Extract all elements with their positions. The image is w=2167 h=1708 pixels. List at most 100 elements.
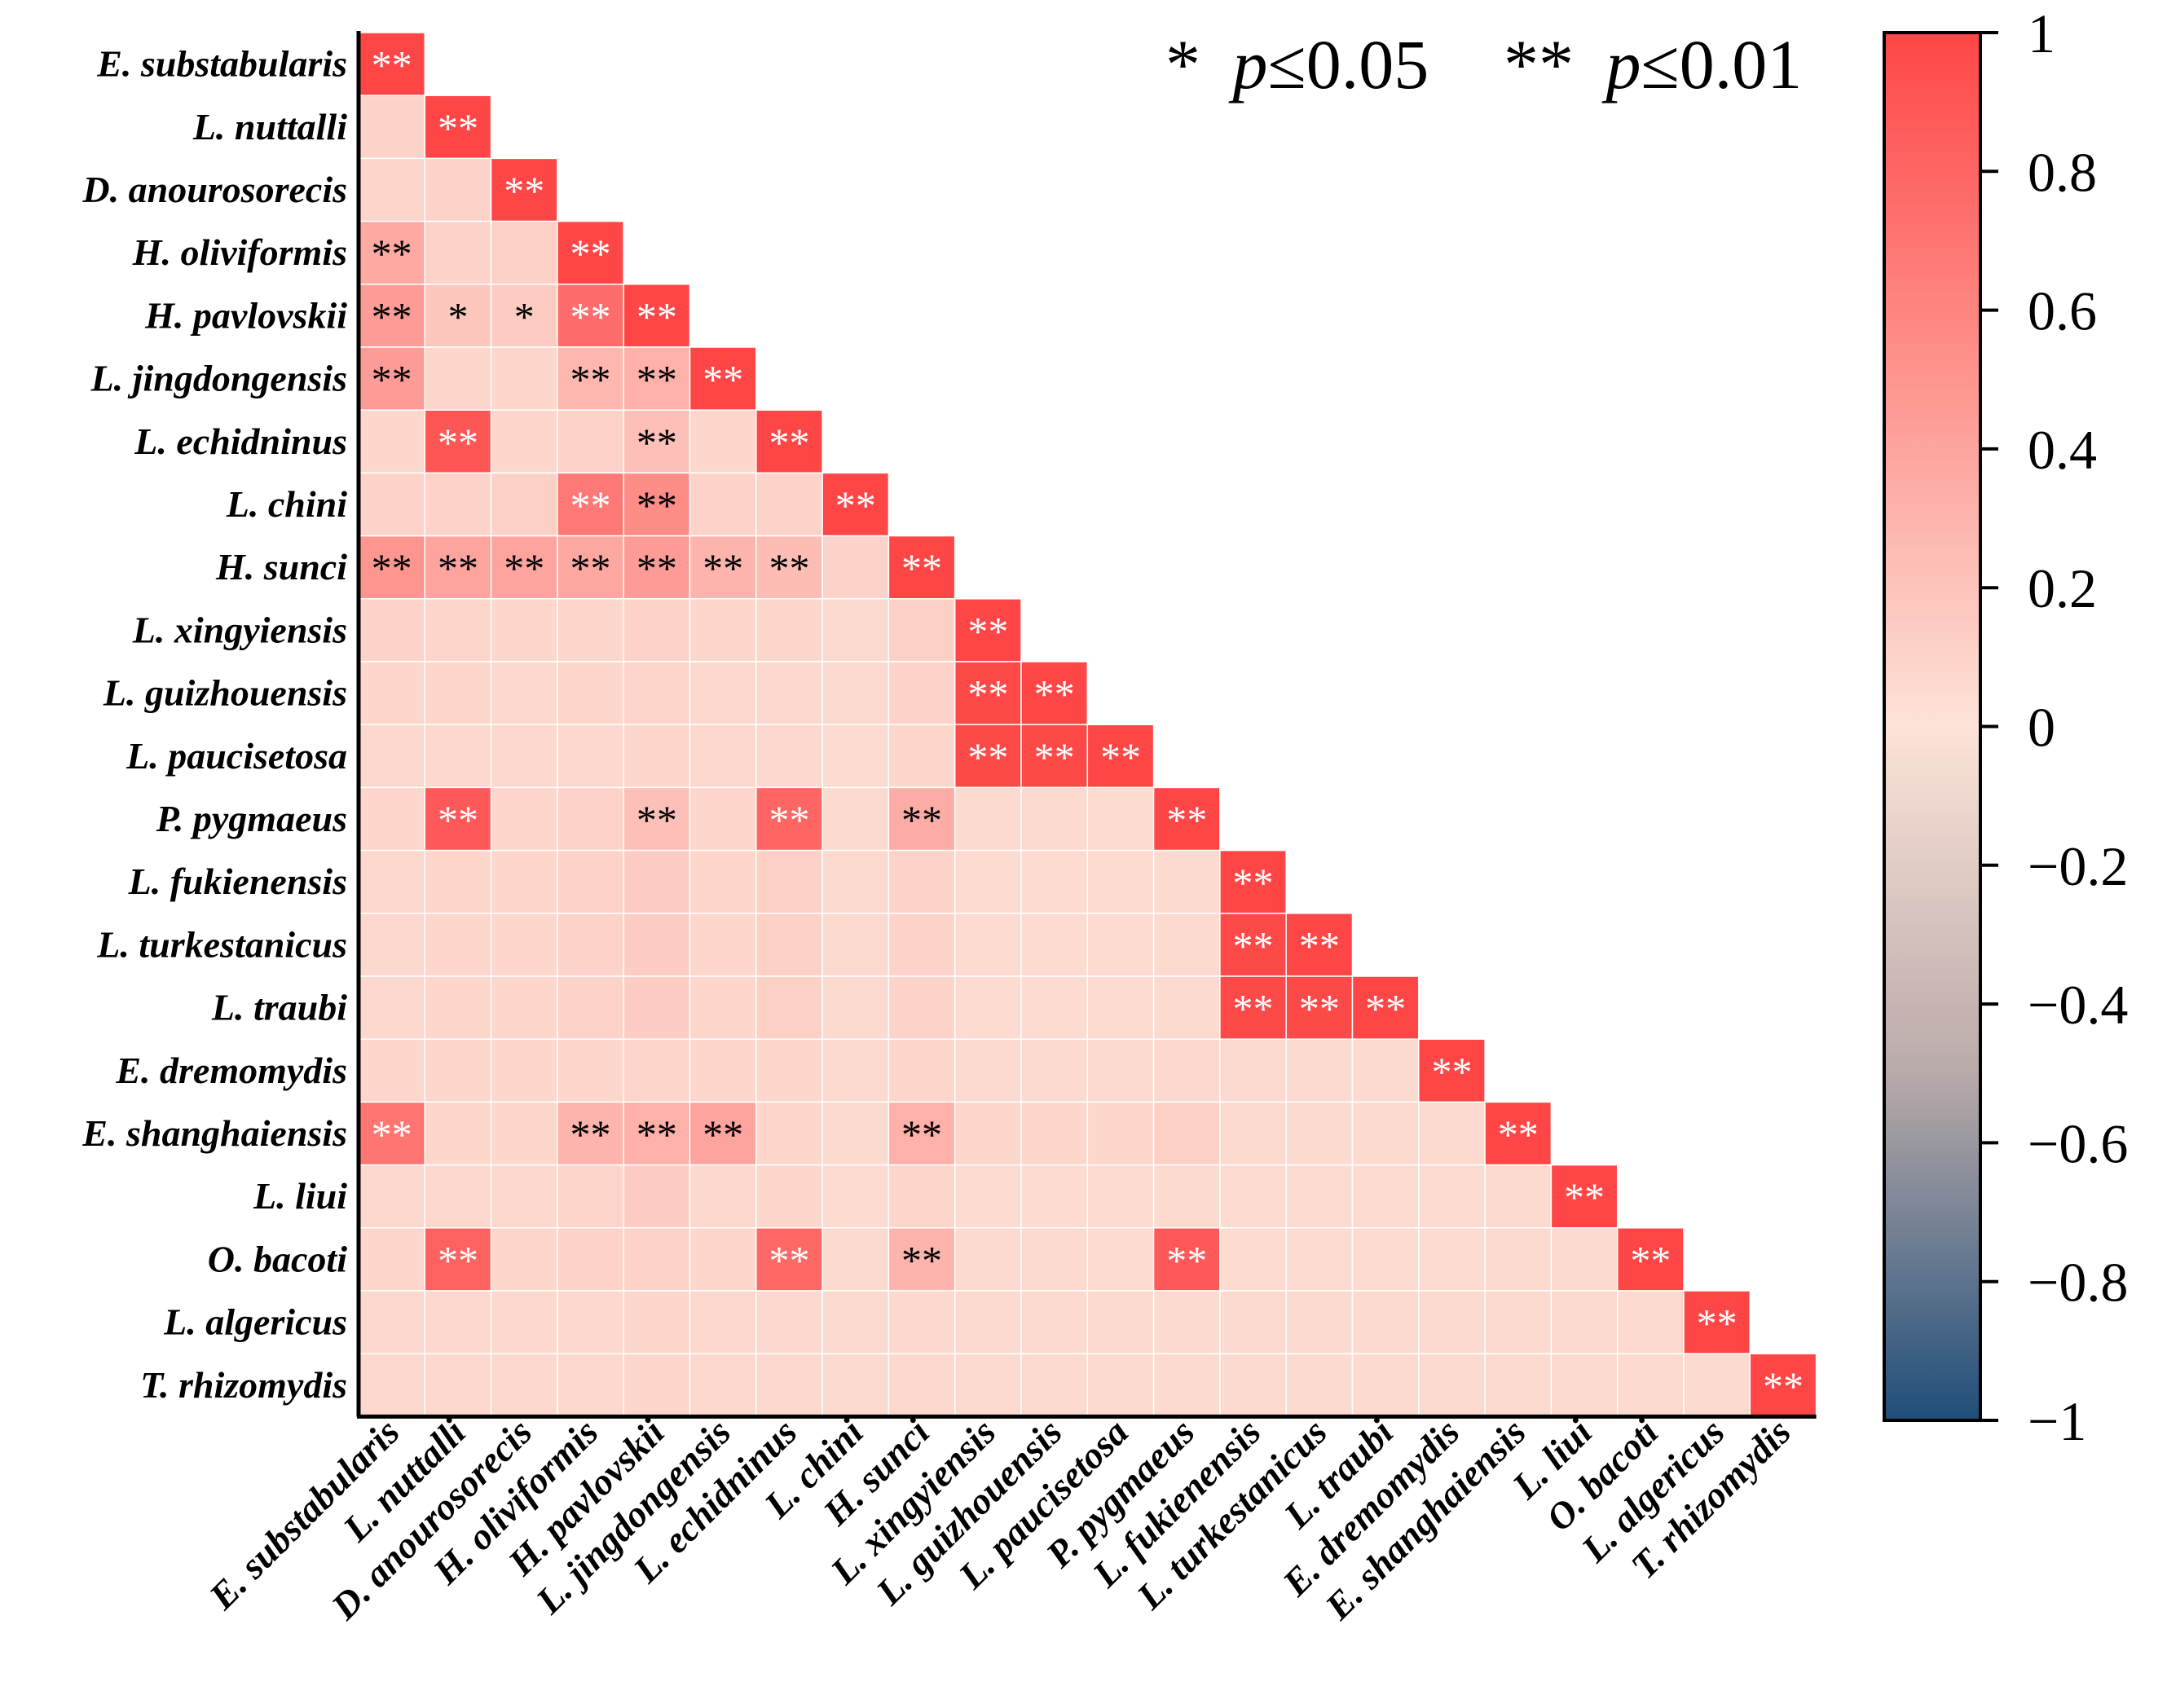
heatmap-cell	[623, 724, 691, 789]
heatmap-cell	[1550, 1227, 1619, 1292]
heatmap-cell	[557, 1101, 624, 1166]
heatmap-cell	[358, 1227, 426, 1292]
heatmap-cell	[1683, 1353, 1751, 1418]
heatmap-cell	[557, 1164, 624, 1229]
heatmap-cell	[954, 724, 1022, 789]
colorbar-gradient	[1883, 31, 1982, 1422]
significance-stars: ******** **** * * ** **** ** ** **** ** **** ** ****…	[372, 42, 1804, 1409]
heatmap-cell	[1351, 1164, 1420, 1229]
heatmap-cell	[888, 598, 956, 663]
heatmap-cell	[1020, 975, 1089, 1040]
heatmap-cell	[557, 346, 624, 411]
heatmap-cell	[1418, 1227, 1486, 1292]
heatmap-cell	[755, 849, 823, 914]
heatmap-cell	[1152, 975, 1221, 1040]
heatmap-cell	[821, 1353, 890, 1418]
significance-star: **	[636, 293, 677, 339]
significance-star: **	[570, 482, 611, 528]
colorbar-tick-label: 0.4	[2028, 419, 2097, 481]
heatmap-cell	[888, 661, 956, 725]
colorbar-tick-label: −0.6	[2028, 1112, 2128, 1174]
heatmap-cell	[424, 1164, 492, 1229]
heatmap-cell	[1020, 1227, 1089, 1292]
heatmap-cell	[888, 1038, 956, 1103]
significance-star: **	[372, 293, 412, 339]
significance-star: **	[1365, 986, 1406, 1032]
heatmap-cell	[888, 786, 956, 852]
heatmap-cell	[1484, 1227, 1553, 1292]
heatmap-cell	[888, 1227, 956, 1292]
significance-star: **	[1564, 1174, 1605, 1220]
heatmap-cell	[490, 1164, 558, 1229]
heatmap-cell	[358, 535, 426, 600]
heatmap-cell	[623, 661, 691, 725]
heatmap-cell	[424, 1353, 492, 1418]
heatmap-cell	[557, 535, 624, 600]
significance-star: **	[1233, 986, 1274, 1032]
significance-star: **	[1166, 1237, 1207, 1283]
heatmap-cell	[888, 1101, 956, 1166]
significance-star: **	[504, 545, 544, 591]
row-label: L. chini	[226, 483, 347, 525]
heatmap-cell	[954, 1227, 1022, 1292]
heatmap-cell	[1219, 849, 1287, 914]
heatmap-cell	[954, 1290, 1022, 1354]
heatmap-cell	[821, 1164, 890, 1229]
significance-star: **	[636, 357, 677, 403]
heatmap-cell	[623, 1038, 691, 1103]
heatmap-cell	[623, 913, 691, 977]
heatmap-cell	[821, 1038, 890, 1103]
heatmap-cell	[424, 95, 492, 160]
significance-star: **	[570, 293, 611, 339]
heatmap-cell	[954, 1038, 1022, 1103]
significance-star: **	[769, 545, 809, 591]
heatmap-cell	[1152, 913, 1221, 977]
row-label: L. traubi	[211, 987, 347, 1028]
double-star-symbol: **	[1504, 25, 1574, 103]
row-label: O. bacoti	[208, 1238, 347, 1279]
heatmap-cell	[1020, 661, 1089, 725]
heatmap-cell	[1020, 724, 1089, 789]
significance-star: **	[438, 797, 478, 843]
heatmap-cell	[490, 661, 558, 725]
heatmap-cell	[1020, 849, 1089, 914]
heatmap-cell	[755, 724, 823, 789]
heatmap-cell	[1484, 1164, 1553, 1229]
heatmap-cell	[821, 661, 890, 725]
significance-star: **	[769, 1237, 809, 1283]
heatmap-cell	[490, 849, 558, 914]
heatmap-cell	[821, 535, 890, 600]
heatmap-cell	[358, 786, 426, 852]
heatmap-cell	[1219, 1164, 1287, 1229]
row-label: E. dremomydis	[115, 1050, 347, 1091]
double-star-p: p	[1601, 25, 1641, 103]
heatmap-cell	[689, 346, 757, 411]
heatmap-cell	[821, 849, 890, 914]
heatmap-cell	[1683, 1290, 1751, 1354]
heatmap-cell	[821, 1227, 890, 1292]
heatmap-cell	[557, 1290, 624, 1354]
heatmap-cell	[557, 975, 624, 1040]
heatmap-cell	[1020, 1353, 1089, 1418]
heatmap-cell	[1152, 849, 1221, 914]
significance-star: **	[1697, 1301, 1738, 1346]
heatmap-cell	[424, 724, 492, 789]
heatmap-cell	[821, 975, 890, 1040]
heatmap-cell	[689, 535, 757, 600]
heatmap-cell	[755, 1227, 823, 1292]
heatmap-cell	[755, 975, 823, 1040]
heatmap-cell	[1418, 1101, 1486, 1166]
heatmap-cell	[888, 975, 956, 1040]
heatmap-cell	[1749, 1353, 1817, 1418]
heatmap-cell	[1418, 1353, 1486, 1418]
heatmap-cell	[1219, 1227, 1287, 1292]
significance-star: **	[901, 545, 942, 591]
heatmap-cell	[1219, 1353, 1287, 1418]
heatmap-cells	[358, 32, 1817, 1418]
heatmap-cell	[1418, 1164, 1486, 1229]
heatmap-cell	[888, 1353, 956, 1418]
colorbar-tick-label: −0.2	[2028, 835, 2128, 897]
row-label: L. jingdongensis	[90, 358, 347, 399]
heatmap-cell	[1285, 1353, 1354, 1418]
